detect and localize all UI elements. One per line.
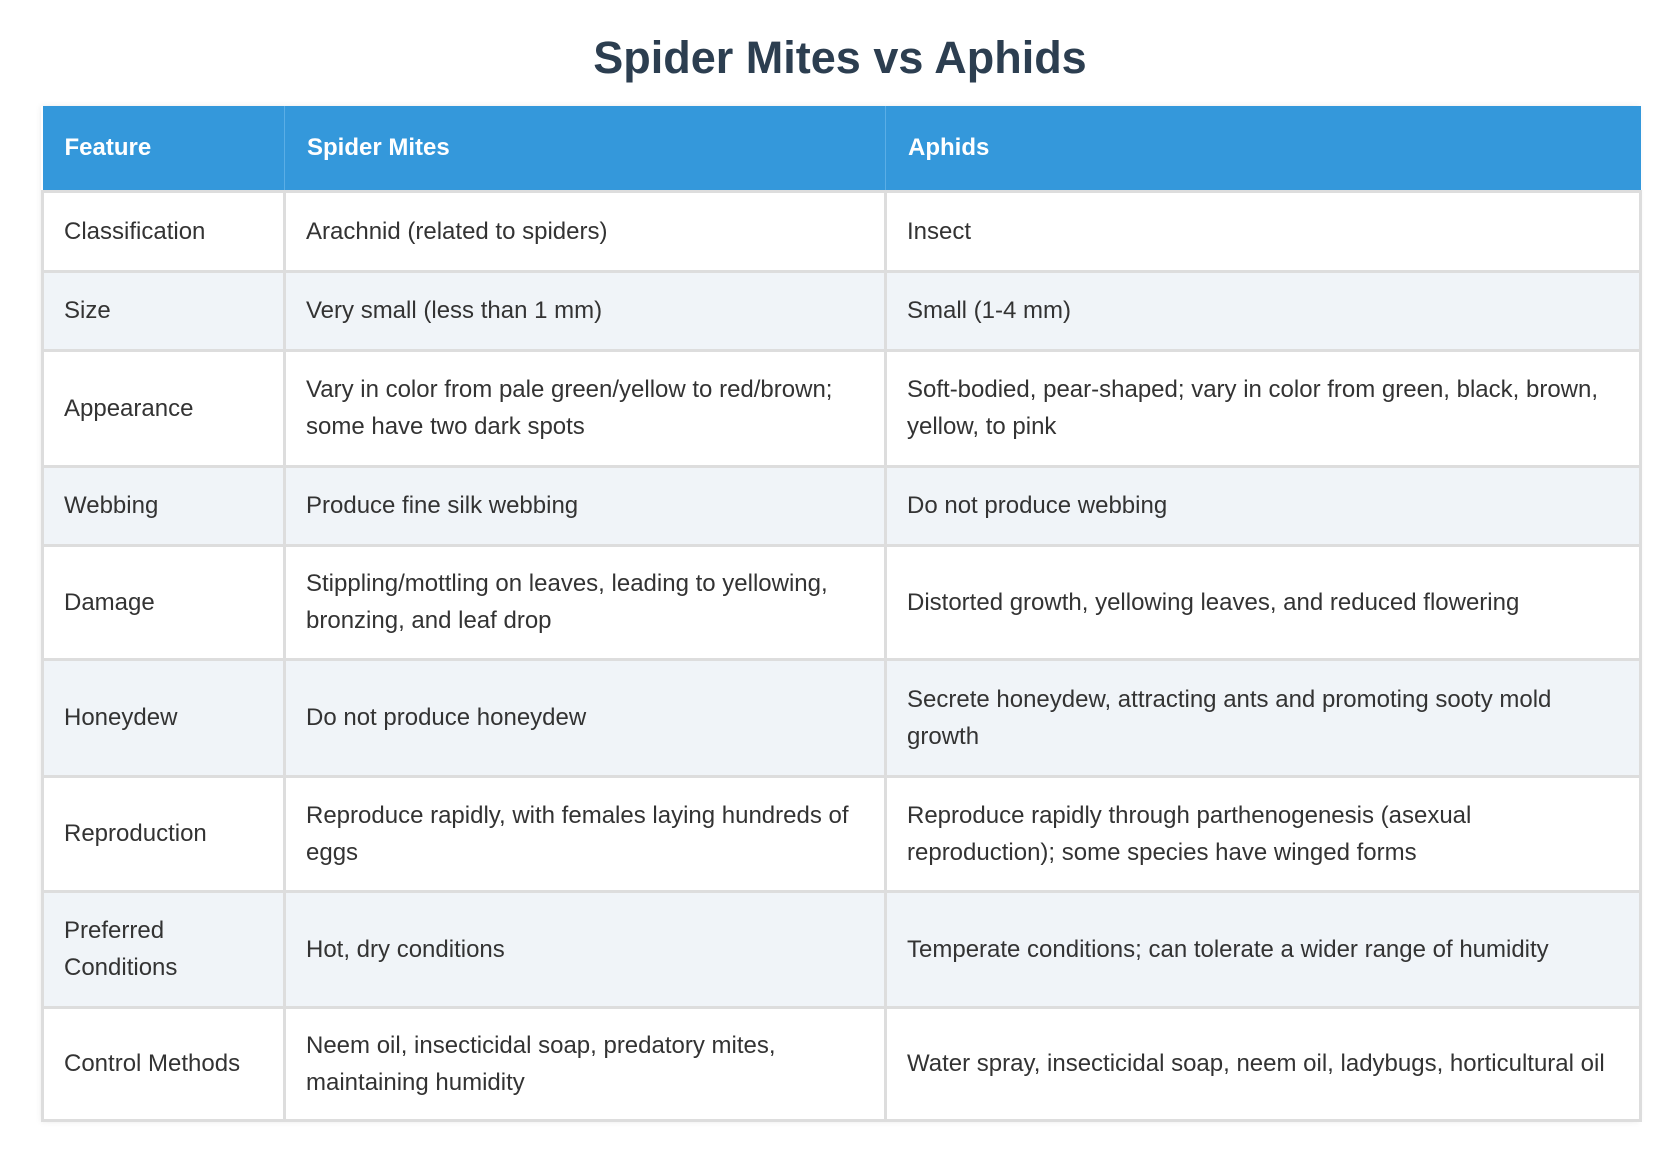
cell-feature: Size bbox=[41, 269, 286, 352]
cell-aphids: Insect bbox=[884, 189, 1642, 273]
cell-feature: Appearance bbox=[41, 348, 286, 468]
header-row: Feature Spider Mites Aphids bbox=[42, 106, 1641, 191]
table-row: Honeydew Do not produce honeydew Secrete… bbox=[41, 657, 1642, 778]
header-aphids: Aphids bbox=[885, 106, 1641, 191]
comparison-table-container: Feature Spider Mites Aphids Classificati… bbox=[41, 106, 1642, 1122]
cell-aphids: Distorted growth, yellowing leaves, and … bbox=[884, 543, 1642, 661]
cell-aphids: Small (1-4 mm) bbox=[884, 269, 1642, 352]
cell-aphids: Reproduce rapidly through parthenogenesi… bbox=[884, 774, 1642, 893]
table-row: Reproduction Reproduce rapidly, with fem… bbox=[41, 774, 1642, 893]
table-row: Classification Arachnid (related to spid… bbox=[41, 189, 1642, 273]
cell-feature: Control Methods bbox=[41, 1005, 286, 1122]
cell-feature: Honeydew bbox=[41, 657, 286, 778]
cell-spider-mites: Reproduce rapidly, with females laying h… bbox=[283, 774, 887, 893]
page-title: Spider Mites vs Aphids bbox=[593, 32, 1087, 83]
cell-spider-mites: Produce fine silk webbing bbox=[283, 464, 887, 547]
cell-spider-mites: Arachnid (related to spiders) bbox=[283, 189, 887, 273]
cell-aphids: Soft-bodied, pear-shaped; vary in color … bbox=[884, 348, 1642, 468]
comparison-table: Feature Spider Mites Aphids Classificati… bbox=[41, 106, 1642, 1122]
table-body: Classification Arachnid (related to spid… bbox=[41, 189, 1642, 1122]
cell-spider-mites: Vary in color from pale green/yellow to … bbox=[283, 348, 887, 468]
header-feature: Feature bbox=[42, 106, 285, 191]
cell-spider-mites: Very small (less than 1 mm) bbox=[283, 269, 887, 352]
cell-feature: Preferred Conditions bbox=[41, 889, 286, 1009]
cell-aphids: Temperate conditions; can tolerate a wid… bbox=[884, 889, 1642, 1009]
header-spider-mites: Spider Mites bbox=[284, 106, 886, 191]
table-header: Feature Spider Mites Aphids bbox=[42, 106, 1641, 191]
table-row: Webbing Produce fine silk webbing Do not… bbox=[41, 464, 1642, 547]
cell-aphids: Water spray, insecticidal soap, neem oil… bbox=[884, 1005, 1642, 1122]
cell-feature: Damage bbox=[41, 543, 286, 661]
cell-feature: Reproduction bbox=[41, 774, 286, 893]
cell-feature: Webbing bbox=[41, 464, 286, 547]
table-row: Appearance Vary in color from pale green… bbox=[41, 348, 1642, 468]
table-row: Control Methods Neem oil, insecticidal s… bbox=[41, 1005, 1642, 1122]
cell-spider-mites: Stippling/mottling on leaves, leading to… bbox=[283, 543, 887, 661]
table-row: Preferred Conditions Hot, dry conditions… bbox=[41, 889, 1642, 1009]
cell-aphids: Secrete honeydew, attracting ants and pr… bbox=[884, 657, 1642, 778]
cell-spider-mites: Neem oil, insecticidal soap, predatory m… bbox=[283, 1005, 887, 1122]
cell-spider-mites: Do not produce honeydew bbox=[283, 657, 887, 778]
table-row: Damage Stippling/mottling on leaves, lea… bbox=[41, 543, 1642, 661]
table-row: Size Very small (less than 1 mm) Small (… bbox=[41, 269, 1642, 352]
cell-feature: Classification bbox=[41, 189, 286, 273]
cell-aphids: Do not produce webbing bbox=[884, 464, 1642, 547]
cell-spider-mites: Hot, dry conditions bbox=[283, 889, 887, 1009]
